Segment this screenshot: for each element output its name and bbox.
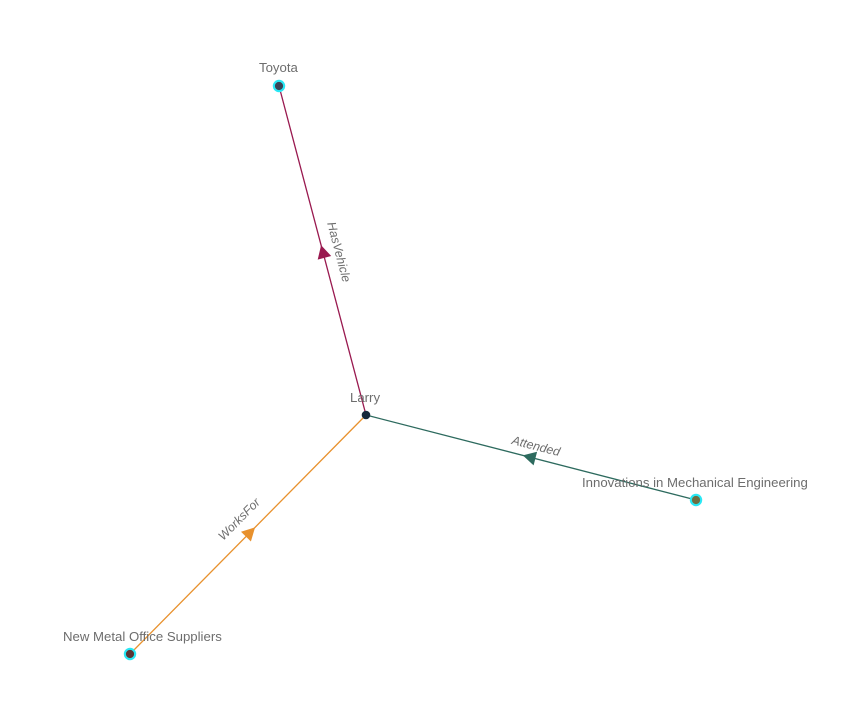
- svg-text:Innovations in Mechanical Engi: Innovations in Mechanical Engineering: [582, 475, 808, 490]
- svg-text:New Metal Office Suppliers: New Metal Office Suppliers: [63, 629, 222, 644]
- svg-text:Toyota: Toyota: [259, 60, 299, 75]
- svg-text:Larry: Larry: [350, 390, 380, 405]
- svg-text:WorksFor: WorksFor: [215, 495, 263, 543]
